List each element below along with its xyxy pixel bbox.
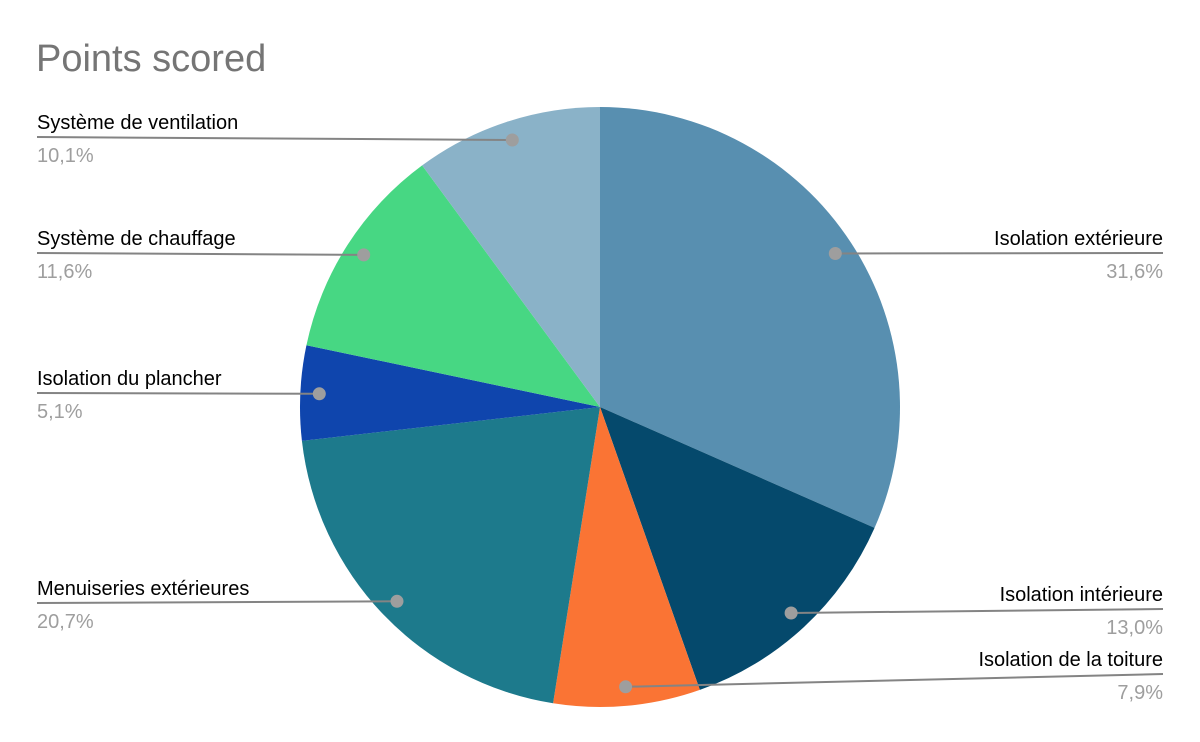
slice-label: Menuiseries extérieures (37, 578, 250, 600)
pie-slice-3[interactable] (301, 407, 600, 704)
leader-line-6 (36, 136, 513, 141)
leader-line-1 (791, 608, 1164, 614)
slice-value: 11,6% (37, 261, 93, 283)
slice-value: 31,6% (1106, 261, 1163, 283)
leader-dot-3 (390, 594, 404, 608)
callout-systeme-ventilation: Système de ventilation 10,1% (37, 110, 238, 168)
slice-label: Isolation de la toiture (978, 649, 1163, 671)
leader-dot-1 (784, 606, 798, 620)
callout-isolation-plancher: Isolation du plancher 5,1% (37, 366, 222, 424)
callout-systeme-chauffage: Système de chauffage 11,6% (37, 226, 236, 284)
slice-value: 7,9% (1117, 682, 1163, 704)
slice-label: Système de chauffage (37, 228, 236, 250)
leader-line-4 (36, 392, 320, 395)
slice-label: Système de ventilation (37, 112, 239, 134)
leader-dot-6 (505, 133, 519, 147)
callout-isolation-exterieure: Isolation extérieure 31,6% (994, 226, 1163, 284)
slice-value: 10,1% (37, 145, 94, 167)
pie-slice-6[interactable] (422, 107, 600, 407)
pie-slice-4[interactable] (300, 345, 600, 441)
slice-value: 20,7% (37, 611, 94, 633)
pie-slice-5[interactable] (306, 165, 600, 407)
pie-slice-0[interactable] (600, 107, 900, 528)
leader-dot-2 (619, 680, 633, 694)
leader-dot-0 (828, 247, 842, 260)
slice-value: 13,0% (1106, 617, 1163, 639)
slice-label: Isolation intérieure (999, 584, 1163, 606)
leader-line-2 (625, 673, 1164, 688)
leader-dot-4 (312, 387, 326, 401)
slice-value: 5,1% (37, 401, 83, 423)
leader-line-0 (835, 252, 1164, 255)
leader-line-3 (36, 600, 398, 604)
callout-isolation-interieure: Isolation intérieure 13,0% (1000, 582, 1163, 640)
chart-title: Points scored (36, 38, 267, 80)
leader-line-5 (36, 252, 364, 256)
pie-slice-1[interactable] (600, 407, 875, 690)
callout-isolation-toiture: Isolation de la toiture 7,9% (978, 647, 1163, 705)
slice-label: Isolation du plancher (37, 368, 222, 390)
slice-label: Isolation extérieure (994, 228, 1163, 250)
leader-dot-5 (357, 248, 371, 262)
callout-menuiseries-exterieures: Menuiseries extérieures 20,7% (37, 576, 249, 634)
pie-slice-2[interactable] (553, 407, 700, 708)
